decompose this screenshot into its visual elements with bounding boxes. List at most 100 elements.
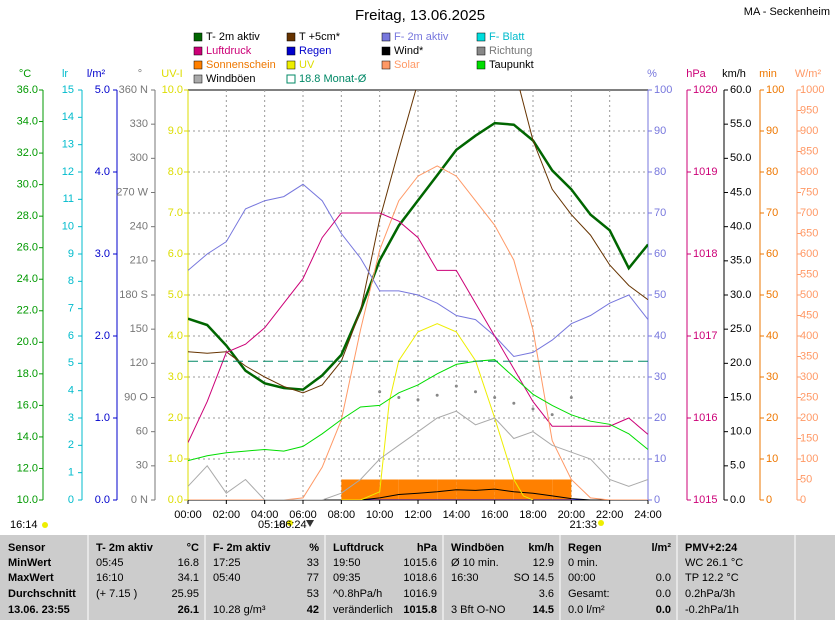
table-cell: ^0.8hPa/h: [333, 588, 382, 600]
x-tick-label: 08:00: [328, 509, 356, 521]
sunshine-bar: [398, 479, 418, 500]
table-cell: 12.9: [533, 557, 554, 569]
y-tick-label: 30: [136, 460, 148, 472]
y-tick-label: 10.0: [730, 426, 751, 438]
y-tick-label: 6.0: [168, 248, 183, 260]
y-tick-label: 60: [654, 248, 666, 260]
table-cell: 3.6: [539, 588, 554, 600]
y-tick-label: 0: [654, 494, 660, 506]
direction-point: [378, 390, 382, 394]
y-tick-label: 1015: [693, 494, 717, 506]
y-tick-label: 300: [130, 152, 148, 164]
y-tick-label: 1018: [693, 248, 717, 260]
y-tick-label: 1000: [800, 84, 824, 96]
table-header: PMV+2:24: [685, 542, 738, 554]
table-cell: 42: [307, 604, 319, 616]
y-tick-label: 50.0: [730, 152, 751, 164]
legend-swatch: [286, 46, 296, 56]
y-tick-label: 20: [654, 412, 666, 424]
sun-icon: [598, 520, 604, 526]
y-tick-label: 100: [766, 84, 784, 96]
y-tick-label: 20.0: [730, 357, 751, 369]
direction-point: [416, 398, 420, 402]
axis-title: l/m²: [87, 68, 106, 80]
y-tick-label: 70: [766, 207, 778, 219]
table-cell: 0.0: [656, 572, 671, 584]
legend-label: T- 2m aktiv: [206, 31, 260, 43]
y-tick-label: 20.0: [17, 336, 38, 348]
y-tick-label: 180 S: [119, 289, 148, 301]
y-tick-label: 750: [800, 186, 818, 198]
y-tick-label: 270 W: [116, 186, 148, 198]
axis-title: %: [647, 68, 657, 80]
y-tick-label: 4: [68, 385, 74, 397]
x-tick-label: 22:00: [596, 509, 624, 521]
x-tick-label: 02:00: [213, 509, 241, 521]
sunshine-bar: [418, 479, 438, 500]
y-tick-label: 14: [62, 111, 74, 123]
y-tick-label: 35.0: [730, 255, 751, 267]
table-cell: 0 min.: [568, 557, 598, 569]
y-tick-label: 1.0: [168, 453, 183, 465]
y-tick-label: 200: [800, 412, 818, 424]
table-header: T- 2m aktiv: [96, 542, 154, 554]
sunshine-bar: [341, 479, 361, 500]
axis-title: W/m²: [795, 68, 822, 80]
table-cell: 17:25: [213, 557, 241, 569]
x-tick-label: 20:00: [558, 509, 586, 521]
y-tick-label: 11: [63, 193, 74, 205]
table-cell: 05:40: [213, 572, 241, 584]
direction-point: [569, 396, 573, 399]
sunshine-bar: [494, 479, 514, 500]
y-tick-label: 3.0: [168, 371, 183, 383]
y-tick-label: 550: [800, 268, 818, 280]
direction-point: [435, 393, 439, 397]
table-header: %: [309, 542, 319, 554]
moon-icon: [306, 520, 314, 527]
x-tick-label: 24:00: [634, 509, 662, 521]
legend-swatch: [381, 60, 391, 70]
direction-point: [550, 413, 554, 417]
y-tick-label: 5.0: [168, 289, 183, 301]
table-header: hPa: [417, 542, 438, 554]
table-cell: 13.06. 23:55: [8, 604, 70, 616]
series-line: [341, 323, 534, 500]
y-tick-label: 2.0: [95, 330, 110, 342]
y-tick-label: 120: [130, 357, 148, 369]
sun-icon: [42, 522, 48, 528]
sun-time: -06:24: [275, 519, 306, 531]
y-tick-label: 150: [130, 323, 148, 335]
table-cell: veränderlich: [333, 604, 393, 616]
y-tick-label: 15.0: [730, 391, 751, 403]
y-tick-label: 3.0: [95, 248, 110, 260]
y-tick-label: 60.0: [730, 84, 751, 96]
table-cell: 77: [307, 572, 319, 584]
table-cell: 19:50: [333, 557, 361, 569]
y-tick-label: 25.0: [730, 323, 751, 335]
table-header: F- 2m aktiv: [213, 542, 271, 554]
axis-title: min: [759, 68, 777, 80]
x-tick-label: 06:00: [289, 509, 317, 521]
y-tick-label: 100: [654, 84, 672, 96]
y-tick-label: 2: [68, 439, 74, 451]
table-header: l/m²: [651, 542, 671, 554]
y-tick-label: 950: [800, 104, 818, 116]
y-tick-label: 14.0: [17, 431, 38, 443]
y-tick-label: 100: [800, 453, 818, 465]
series-line: [188, 410, 648, 500]
table-cell: 26.1: [178, 604, 199, 616]
sun-time: 21:33: [570, 519, 598, 531]
y-tick-label: 36.0: [17, 84, 38, 96]
y-tick-label: 34.0: [17, 115, 38, 127]
y-tick-label: 150: [800, 432, 818, 444]
legend-swatch: [193, 74, 203, 84]
direction-point: [512, 401, 516, 405]
table-cell: 25.95: [171, 588, 199, 600]
sun-icon: [287, 520, 293, 526]
table-cell: TP 12.2 °C: [685, 572, 739, 584]
corner-note: 16:14: [10, 519, 38, 531]
y-tick-label: 50: [800, 473, 812, 485]
y-tick-label: 30.0: [730, 289, 751, 301]
y-tick-label: 5: [68, 357, 74, 369]
table-cell: -0.2hPa/1h: [685, 604, 739, 616]
